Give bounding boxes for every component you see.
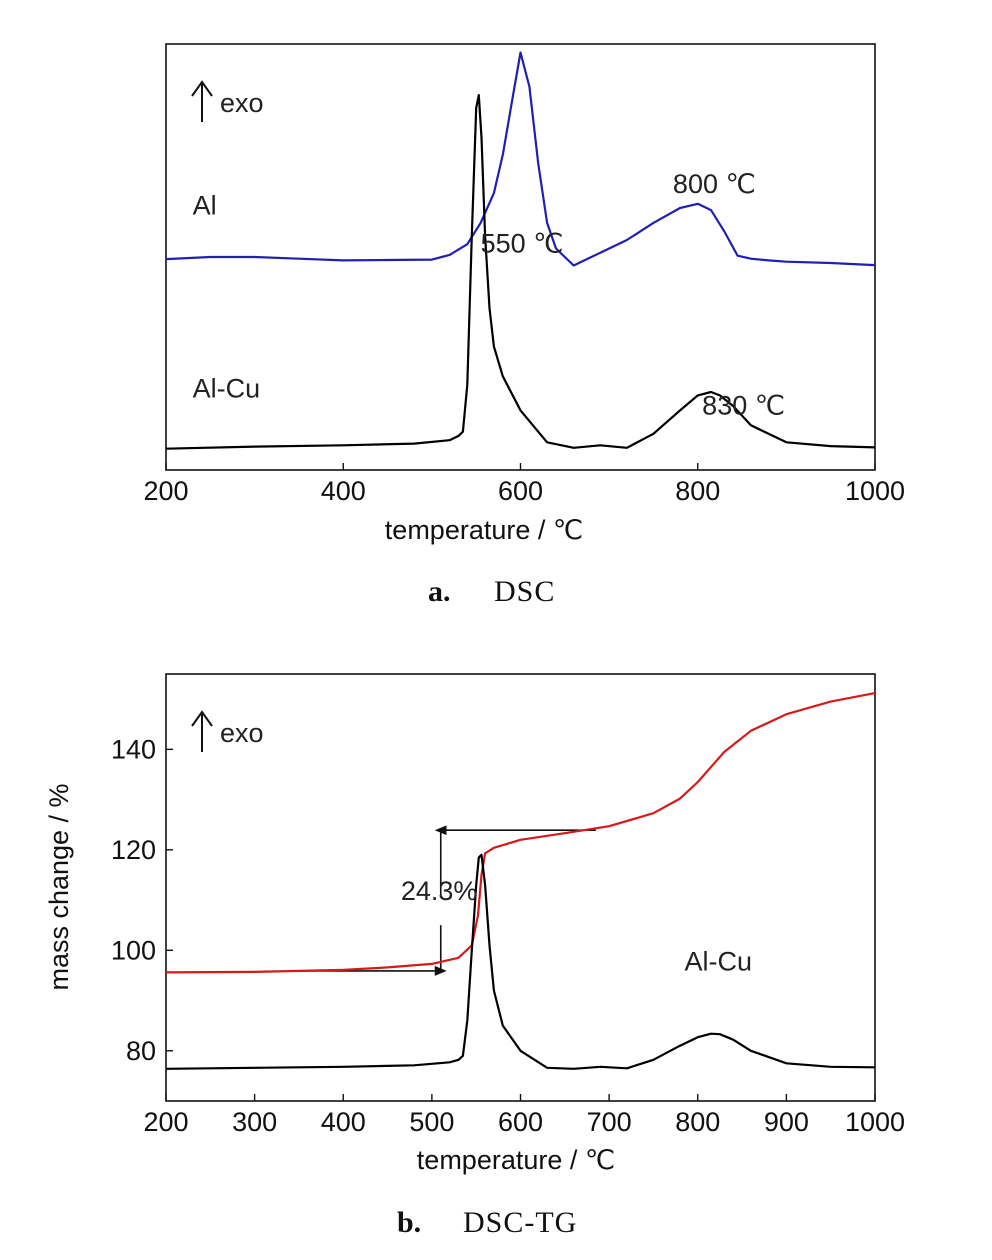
annotation-label: Al-Cu (684, 946, 752, 976)
panel-a-caption-letter: a. (428, 575, 451, 608)
y-tick-label: 80 (126, 1036, 156, 1066)
annotation-label: Al (193, 190, 217, 220)
panel-a-annotations: Al Al-Cu 550 ℃ 800 ℃ 830 ℃ (193, 169, 785, 421)
panel-a-series (165, 51, 876, 450)
panel-b-caption-text: DSC-TG (463, 1206, 577, 1239)
y-tick-label: 100 (111, 935, 156, 965)
panel-b-caption-letter: b. (397, 1206, 421, 1239)
panel-b-annotations: 24.3% Al-Cu (401, 876, 752, 976)
x-tick-label: 200 (143, 476, 188, 506)
panel-a-x-axis-label: temperature / ℃ (385, 515, 583, 545)
x-tick-label: 1000 (845, 1107, 905, 1137)
x-tick-label: 700 (587, 1107, 632, 1137)
panel-b-dsc-tg: 200 300 400 500 600 700 800 900 100080100120140 … (44, 673, 905, 1239)
x-tick-label: 1000 (845, 476, 905, 506)
exo-label: exo (220, 718, 264, 748)
exo-label: exo (220, 88, 264, 118)
x-tick-label: 600 (498, 1107, 543, 1137)
panel-a-caption-text: DSC (494, 575, 555, 608)
exo-arrowhead-icon (191, 80, 213, 97)
series-line-tg (165, 692, 876, 974)
annotation-label: 24.3% (401, 876, 478, 906)
panel-a-x-axis: 200 400 600 800 1000 (143, 463, 905, 506)
panel-b-frame (165, 673, 876, 1102)
annotation-label: Al-Cu (193, 374, 261, 404)
panel-b-x-axis-label: temperature / ℃ (417, 1145, 615, 1175)
x-tick-label: 800 (675, 1107, 720, 1137)
x-tick-label: 400 (321, 476, 366, 506)
y-tick-label: 140 (111, 734, 156, 764)
x-tick-label: 500 (409, 1107, 454, 1137)
x-tick-label: 200 (143, 1107, 188, 1137)
series-line-al-cu (165, 853, 876, 1070)
series-line-al (165, 51, 876, 267)
panel-a-exo-marker: exo (191, 80, 264, 122)
x-tick-label: 400 (321, 1107, 366, 1137)
panel-b-series (165, 692, 876, 1070)
panel-b-exo-marker: exo (191, 710, 264, 752)
series-line-al-cu (165, 93, 876, 450)
annotation-label: 800 ℃ (673, 169, 756, 199)
x-tick-label: 600 (498, 476, 543, 506)
panel-b-axes: 200 300 400 500 600 700 800 900 1000 80 100 120 140 (111, 734, 905, 1137)
x-tick-label: 300 (232, 1107, 277, 1137)
panel-b-y-axis-label: mass change / % (44, 783, 74, 990)
exo-arrowhead-icon (191, 710, 213, 727)
annotation-label: 830 ℃ (702, 391, 785, 421)
x-tick-label: 900 (764, 1107, 809, 1137)
x-tick-label: 800 (675, 476, 720, 506)
y-tick-label: 120 (111, 835, 156, 865)
annotation-label: 550 ℃ (481, 229, 564, 259)
